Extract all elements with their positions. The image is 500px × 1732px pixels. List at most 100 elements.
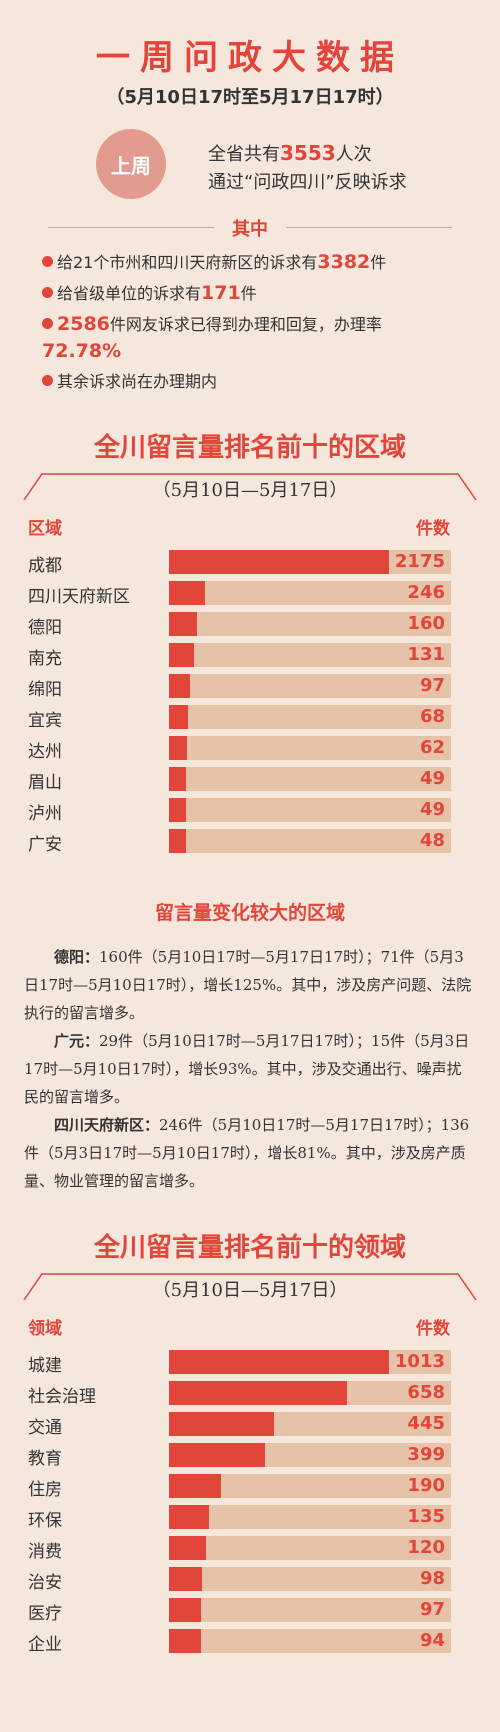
value-label: 98 bbox=[419, 1568, 445, 1589]
category-label: 宜宾 bbox=[28, 711, 62, 731]
bar bbox=[169, 736, 188, 760]
bar-row: 环保 135 bbox=[0, 1503, 500, 1534]
bullet-unit: 件 bbox=[240, 284, 257, 303]
value-label: 94 bbox=[419, 1630, 445, 1651]
bar-row: 眉山 49 bbox=[0, 765, 500, 796]
category-label: 交通 bbox=[28, 1418, 62, 1438]
bar-row: 达州 62 bbox=[0, 734, 500, 765]
category-label: 医疗 bbox=[28, 1604, 62, 1624]
bar-track: 445 bbox=[169, 1412, 451, 1436]
bullet-dot-icon bbox=[42, 287, 53, 298]
bullet-number: 2586 bbox=[57, 313, 110, 335]
bar-track: 160 bbox=[169, 612, 451, 636]
category-label: 广安 bbox=[28, 835, 62, 855]
chart2-date-bracket: （5月10日—5月17日） bbox=[0, 1268, 500, 1308]
chart1-x-label: 区域 bbox=[28, 519, 62, 539]
separator-line-right bbox=[286, 227, 452, 228]
bullet-item: 2586件网友诉求已得到办理和回复，办理率 72.78% bbox=[42, 311, 472, 365]
changes-text: 德阳：160件（5月10日17时—5月17日17时）；71件（5月3日17时—5… bbox=[24, 943, 472, 1195]
value-label: 2175 bbox=[394, 551, 445, 572]
change-paragraph: 广元：29件（5月10日17时—5月17日17时）；15件（5月3日17时—5月… bbox=[24, 1027, 472, 1111]
bar-track: 1013 bbox=[169, 1350, 451, 1374]
week-badge: 上周 bbox=[96, 129, 166, 199]
value-label: 49 bbox=[419, 799, 445, 820]
bar-row: 南充 131 bbox=[0, 641, 500, 672]
page-title: 一周问政大数据 bbox=[96, 38, 404, 78]
bar-track: 49 bbox=[169, 798, 451, 822]
bar-row: 宜宾 68 bbox=[0, 703, 500, 734]
chart2-title: 全川留言量排名前十的领域 bbox=[93, 1233, 406, 1263]
change-detail: 160件（5月10日17时—5月17日17时）；71件（5月3日17时—5月10… bbox=[24, 948, 472, 1022]
bar-track: 49 bbox=[169, 767, 451, 791]
bullet-text: 件网友诉求已得到办理和回复，办理率 bbox=[109, 315, 382, 334]
chart1-title: 全川留言量排名前十的区域 bbox=[93, 433, 406, 463]
bar bbox=[169, 1350, 389, 1374]
bar bbox=[169, 798, 186, 822]
bar bbox=[169, 612, 197, 636]
bar-row: 城建 1013 bbox=[0, 1348, 500, 1379]
bar-row: 社会治理 658 bbox=[0, 1379, 500, 1410]
value-label: 62 bbox=[419, 737, 445, 758]
bullet-text: 其余诉求尚在办理期内 bbox=[57, 372, 218, 391]
bullet-number: 171 bbox=[201, 282, 241, 304]
bullet-item: 给省级单位的诉求有171件 bbox=[42, 280, 472, 307]
bar bbox=[169, 550, 389, 574]
bar-track: 120 bbox=[169, 1536, 451, 1560]
changes-title: 留言量变化较大的区域 bbox=[154, 902, 345, 924]
bar bbox=[169, 643, 194, 667]
bar-row: 广安 48 bbox=[0, 827, 500, 858]
category-label: 消费 bbox=[28, 1542, 62, 1562]
bar bbox=[169, 1412, 275, 1436]
bar-track: 399 bbox=[169, 1443, 451, 1467]
category-label: 达州 bbox=[28, 742, 62, 762]
value-label: 48 bbox=[419, 830, 445, 851]
change-region: 广元： bbox=[54, 1032, 100, 1050]
bar-track: 48 bbox=[169, 829, 451, 853]
bar-track: 68 bbox=[169, 705, 451, 729]
bar-track: 246 bbox=[169, 581, 451, 605]
change-detail: 246件（5月10日17时—5月17日17时）；136件（5月3日17时—5月1… bbox=[24, 1116, 470, 1190]
bar-track: 97 bbox=[169, 1598, 451, 1622]
summary-unit: 人次 bbox=[335, 144, 372, 165]
chart1-date-bracket: （5月10日—5月17日） bbox=[0, 468, 500, 508]
value-label: 658 bbox=[407, 1382, 445, 1403]
bar-track: 94 bbox=[169, 1629, 451, 1653]
bar-track: 2175 bbox=[169, 550, 451, 574]
summary: 上周 全省共有3553人次 通过“问政四川”反映诉求 bbox=[0, 129, 500, 209]
value-label: 445 bbox=[407, 1413, 445, 1434]
bar-track: 97 bbox=[169, 674, 451, 698]
category-label: 社会治理 bbox=[28, 1387, 96, 1407]
chart2-header: 领域 件数 bbox=[0, 1314, 500, 1342]
bar-row: 消费 120 bbox=[0, 1534, 500, 1565]
bar bbox=[169, 1443, 265, 1467]
summary-total: 3553 bbox=[280, 141, 336, 165]
value-label: 190 bbox=[407, 1475, 445, 1496]
value-label: 246 bbox=[407, 582, 445, 603]
category-label: 泸州 bbox=[28, 804, 62, 824]
bullet-dot-icon bbox=[42, 375, 53, 386]
bar bbox=[169, 1505, 210, 1529]
bar-row: 医疗 97 bbox=[0, 1596, 500, 1627]
bar bbox=[169, 1598, 202, 1622]
bar-row: 绵阳 97 bbox=[0, 672, 500, 703]
change-region: 四川天府新区： bbox=[54, 1116, 160, 1134]
bar bbox=[169, 1474, 221, 1498]
bar-track: 658 bbox=[169, 1381, 451, 1405]
bar-row: 住房 190 bbox=[0, 1472, 500, 1503]
category-label: 治安 bbox=[28, 1573, 62, 1593]
value-label: 160 bbox=[407, 613, 445, 634]
value-label: 97 bbox=[419, 675, 445, 696]
separator-line-left bbox=[48, 227, 214, 228]
category-label: 眉山 bbox=[28, 773, 62, 793]
category-label: 绵阳 bbox=[28, 680, 62, 700]
bar-row: 交通 445 bbox=[0, 1410, 500, 1441]
bar bbox=[169, 829, 186, 853]
bar bbox=[169, 1381, 347, 1405]
bar-row: 泸州 49 bbox=[0, 796, 500, 827]
bar bbox=[169, 1567, 202, 1591]
separator: 其中 bbox=[0, 215, 500, 240]
bar-row: 四川天府新区 246 bbox=[0, 579, 500, 610]
category-label: 德阳 bbox=[28, 618, 62, 638]
summary-pre: 全省共有 bbox=[208, 144, 280, 165]
value-label: 97 bbox=[419, 1599, 445, 1620]
